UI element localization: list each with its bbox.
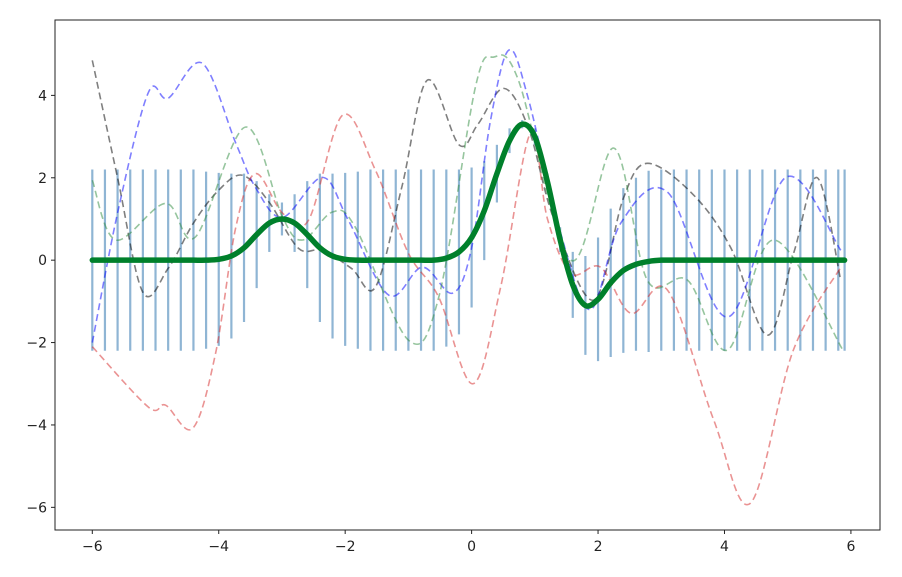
- mean-curve-group: [89, 121, 848, 309]
- plot-background: [55, 20, 880, 530]
- sample-curve-3: [91, 54, 845, 353]
- y-tick-label: 0: [38, 253, 47, 269]
- y-tick-label: −2: [26, 336, 47, 352]
- x-tick-label: −6: [82, 539, 103, 555]
- x-tick-label: 4: [720, 539, 729, 555]
- y-tick-label: 4: [38, 88, 47, 104]
- mean-curve: [89, 121, 848, 309]
- x-tick-label: 6: [846, 539, 855, 555]
- x-tick-label: −2: [335, 539, 356, 555]
- y-axis: −6 −4 −2 0 2 4: [26, 88, 55, 516]
- x-axis: −6 −4 −2 0 2 4 6: [82, 530, 855, 555]
- sample-curve-1: [91, 60, 842, 336]
- x-tick-label: 0: [467, 539, 476, 555]
- y-tick-label: −4: [26, 418, 47, 434]
- sample-curve-2: [91, 48, 842, 343]
- axes-frame: [54, 19, 881, 531]
- y-tick-label: 2: [38, 171, 47, 187]
- sample-curves: [91, 48, 845, 506]
- x-tick-label: 2: [594, 539, 603, 555]
- y-tick-label: −6: [26, 500, 47, 516]
- x-tick-label: −4: [208, 539, 229, 555]
